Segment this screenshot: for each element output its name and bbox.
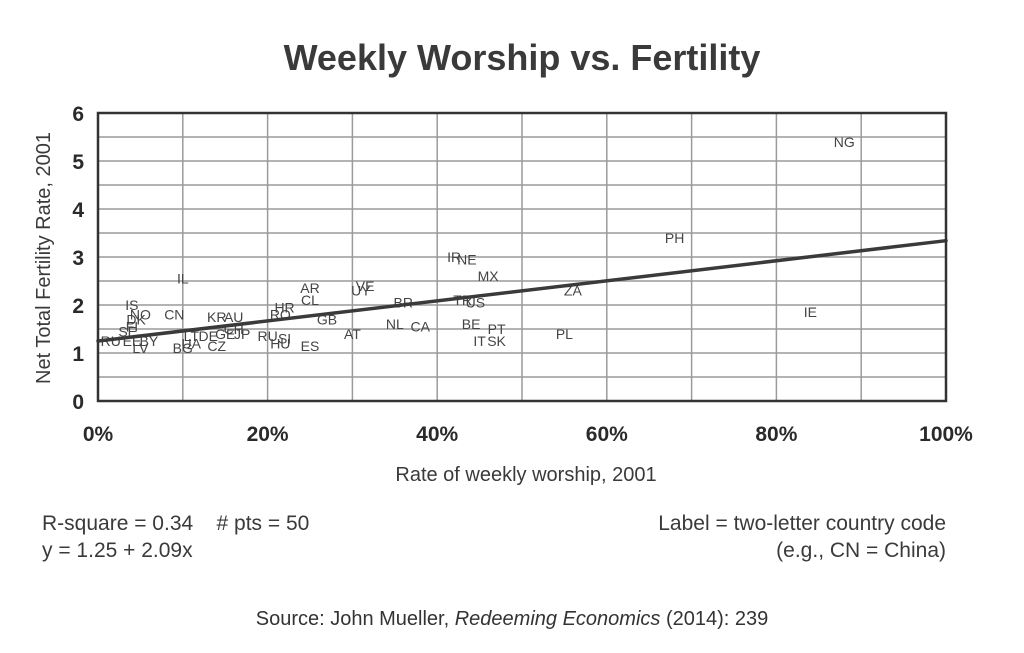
grid-layer <box>98 113 946 401</box>
label-example: (e.g., CN = China) <box>776 539 946 562</box>
data-point-label: AU <box>224 309 243 325</box>
y-tick-label: 2 <box>72 295 84 318</box>
x-axis-label: Rate of weekly worship, 2001 <box>395 464 656 486</box>
y-axis-label: Net Total Fertility Rate, 2001 <box>33 132 55 384</box>
data-point-label: HU <box>270 335 290 351</box>
y-tick-label: 6 <box>72 103 84 126</box>
x-axis-ticks: 0% 20% 40% 60% 80% 100% <box>83 423 973 446</box>
data-point-label: DE <box>199 328 218 344</box>
data-point-label: MX <box>478 268 500 284</box>
data-point-label: IL <box>177 271 189 287</box>
y-tick-label: 4 <box>72 199 84 222</box>
data-point-label: BG <box>173 340 193 356</box>
data-point-label: CL <box>301 292 319 308</box>
y-tick-label: 5 <box>72 151 84 174</box>
label-explanation: Label = two-letter country code <box>658 512 946 535</box>
source-suffix: (2014): 239 <box>665 608 769 630</box>
data-point-label: CN <box>164 307 184 323</box>
data-point-label: PH <box>665 230 684 246</box>
data-point-label: NE <box>457 251 476 267</box>
data-point-label: PT <box>488 321 506 337</box>
data-point-label: KR <box>207 309 226 325</box>
data-point-label: LV <box>132 340 149 356</box>
x-tick-label: 100% <box>919 423 973 446</box>
num-points-text: # pts = 50 <box>216 512 310 535</box>
trend-line <box>96 238 948 343</box>
data-point-label: SK <box>487 333 506 349</box>
data-point-label: BE <box>462 316 481 332</box>
data-point-label: UY <box>351 283 371 299</box>
equation-text: y = 1.25 + 2.09x <box>42 539 193 562</box>
data-point-label: AT <box>344 326 361 342</box>
data-point-label: CA <box>411 319 431 335</box>
data-point-label: HR <box>274 299 294 315</box>
source-book-title: Redeeming Economics <box>454 608 661 630</box>
data-point-label: AR <box>300 280 319 296</box>
x-tick-label: 80% <box>755 423 797 446</box>
data-point-label: IR <box>447 249 461 265</box>
data-point-label: ES <box>301 338 320 354</box>
data-point-label: SI <box>278 331 291 347</box>
data-point-label: NG <box>834 134 855 150</box>
r-square-text: R-square = 0.34 <box>42 512 194 535</box>
data-point-label: GE <box>215 326 235 342</box>
data-point-label: PL <box>556 326 573 342</box>
scatter-chart: Weekly Worship vs. Fertility NGPHIRNEMXZ… <box>33 37 973 486</box>
data-point-label: JP <box>234 326 250 342</box>
stats-note: R-square = 0.34 # pts = 50 y = 1.25 + 2.… <box>42 510 309 564</box>
y-tick-label: 3 <box>72 247 84 270</box>
data-point-label: NL <box>386 316 404 332</box>
data-point-label: NO <box>130 307 151 323</box>
data-point-label: FI <box>126 319 138 335</box>
data-point-label: LT <box>184 328 200 344</box>
x-tick-label: 60% <box>586 423 628 446</box>
data-point-label: VE <box>356 278 375 294</box>
y-tick-label: 1 <box>72 343 84 366</box>
y-tick-label: 0 <box>72 391 84 414</box>
data-point-label: DK <box>126 311 146 327</box>
x-tick-label: 40% <box>416 423 458 446</box>
plot-frame <box>96 111 948 403</box>
chart-title: Weekly Worship vs. Fertility <box>284 37 761 78</box>
label-note: Label = two-letter country code (e.g., C… <box>658 510 946 564</box>
data-point-label: IE <box>804 304 817 320</box>
source-citation: Source: John Mueller, Redeeming Economic… <box>0 608 1024 631</box>
x-tick-label: 0% <box>83 423 114 446</box>
source-prefix: Source: John Mueller, <box>255 608 450 630</box>
data-point-label: CZ <box>207 338 226 354</box>
data-point-label: IT <box>473 333 486 349</box>
x-tick-label: 20% <box>247 423 289 446</box>
data-point-label: UA <box>182 335 202 351</box>
data-point-label: IS <box>125 297 138 313</box>
data-point-label: RU <box>257 328 277 344</box>
y-axis-ticks: 0 1 2 3 4 5 6 <box>72 103 84 414</box>
